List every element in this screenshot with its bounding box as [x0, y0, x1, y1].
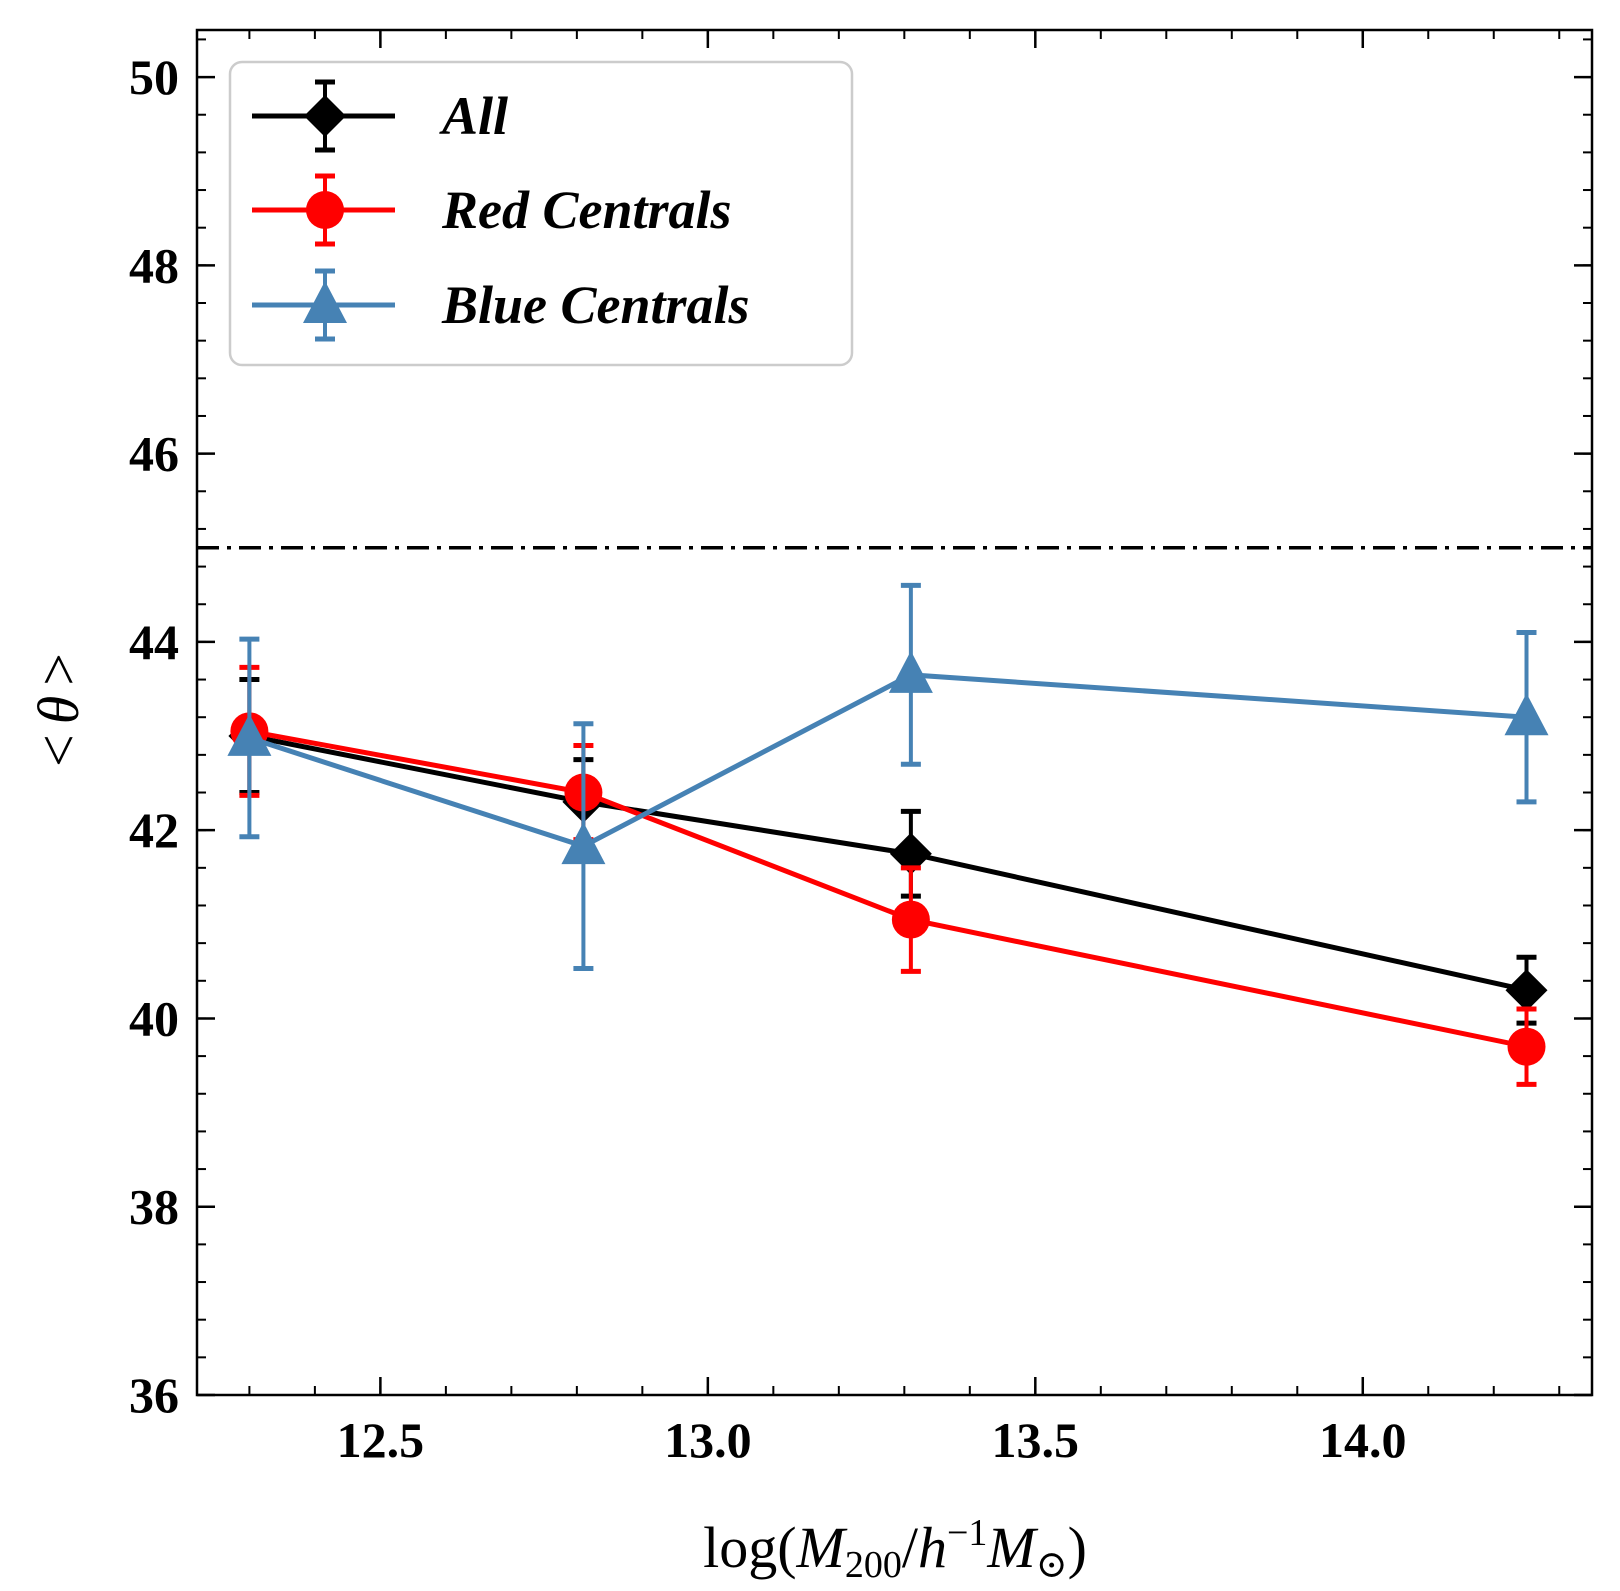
- x-axis-label: log(M200/h−1M⊙): [703, 1512, 1087, 1586]
- series-line-all: [248, 733, 1528, 993]
- legend-marker-blue-centrals: [303, 281, 347, 323]
- series-line-red-centrals: [248, 728, 1528, 1050]
- data-point-all: [1505, 969, 1548, 1012]
- x-tick-label: 13.0: [664, 1412, 752, 1468]
- y-tick-label: 50: [129, 49, 179, 105]
- y-tick-labels: 36 38 40 42 44 46 48 50: [129, 49, 179, 1423]
- legend-marker-all: [304, 95, 346, 137]
- legend-label-all: All: [439, 86, 508, 146]
- y-axis-label: <θ>: [26, 653, 91, 767]
- data-point-red-centrals: [891, 900, 930, 939]
- y-tick-label: 40: [129, 990, 179, 1046]
- data-point-red-centrals: [1507, 1027, 1546, 1066]
- series-layer: [227, 582, 1549, 1087]
- data-point-blue-centrals: [227, 713, 272, 756]
- x-tick-label: 14.0: [1319, 1412, 1407, 1468]
- series-blue-centrals: [227, 582, 1549, 972]
- y-tick-label: 38: [129, 1179, 179, 1235]
- legend-marker-red-centrals: [306, 191, 344, 229]
- data-point-blue-centrals: [888, 650, 933, 693]
- y-tick-label: 44: [129, 614, 179, 670]
- y-tick-label: 42: [129, 802, 179, 858]
- data-point-all: [889, 832, 932, 875]
- x-tick-label: 12.5: [337, 1412, 425, 1468]
- legend: All Red Centrals Blue Centrals: [228, 60, 854, 367]
- legend-box: [228, 60, 854, 367]
- plot-frame: [195, 28, 1594, 1397]
- y-tick-label: 36: [129, 1367, 179, 1423]
- data-point-blue-centrals: [1504, 693, 1549, 736]
- x-tick-label: 13.5: [992, 1412, 1080, 1468]
- data-point-blue-centrals: [561, 822, 606, 865]
- legend-entries: All Red Centrals Blue Centrals: [252, 79, 750, 342]
- legend-label-red-centrals: Red Centrals: [441, 180, 732, 240]
- y-tick-label: 48: [129, 237, 179, 293]
- y-tick-label: 46: [129, 426, 179, 482]
- series-line-blue-centrals: [248, 672, 1527, 849]
- x-tick-labels: 12.5 13.0 13.5 14.0: [337, 1412, 1407, 1468]
- legend-label-blue-centrals: Blue Centrals: [441, 275, 750, 335]
